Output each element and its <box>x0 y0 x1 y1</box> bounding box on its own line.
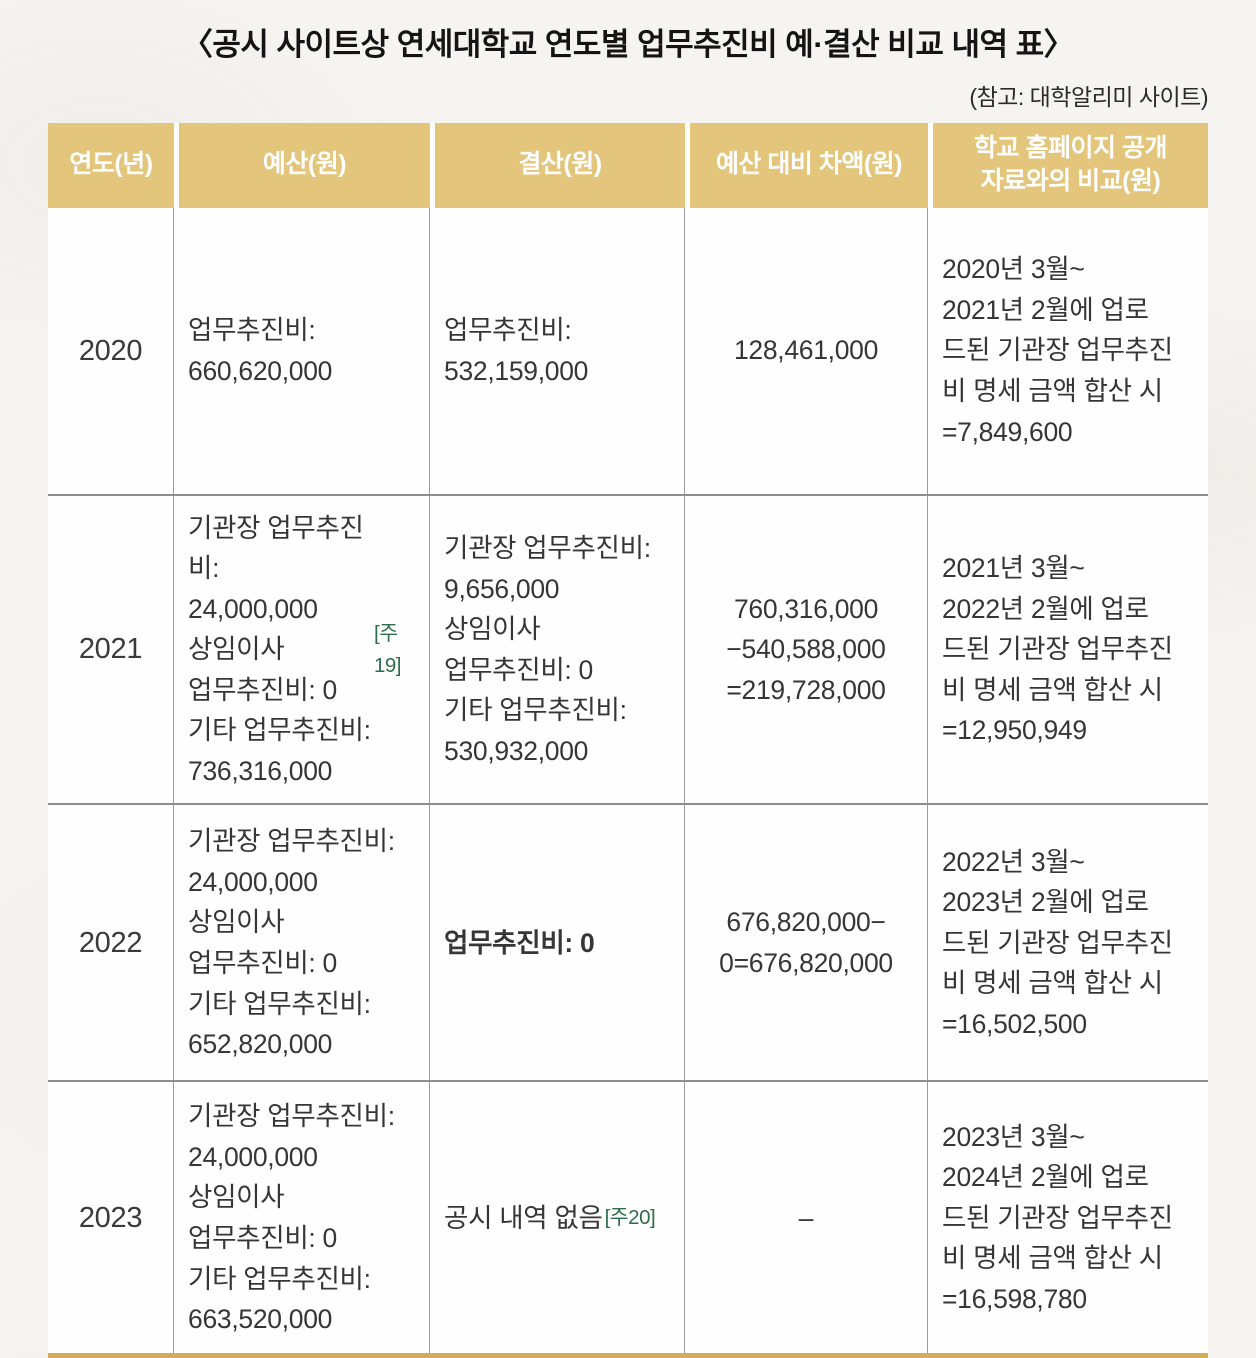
year-cell: 2020 <box>48 207 174 494</box>
comparison-cell: 2020년 3월~ 2021년 2월에 업로 드된 기관장 업무추진 비 명세 … <box>942 254 1173 447</box>
comparison-cell: 2022년 3월~ 2023년 2월에 업로 드된 기관장 업무추진 비 명세 … <box>942 846 1173 1039</box>
diff-cell: – <box>685 1082 928 1354</box>
budget-text: 기관장 업무추진비: 24,000,000 상임이사 업무추진비: 0 기타 업… <box>188 826 395 1060</box>
table-header-row: 연도(년) 예산(원) 결산(원) 예산 대비 차액(원) 학교 홈페이지 공개… <box>48 122 1208 208</box>
source-note: (참고: 대학알리미 사이트) <box>969 83 1208 110</box>
comparison-cell: 2021년 3월~ 2022년 2월에 업로 드된 기관장 업무추진 비 명세 … <box>942 553 1173 746</box>
settlement-cell: 공시 내역 없음 [주20] <box>430 1082 685 1354</box>
header-cell-diff: 예산 대비 차액(원) <box>685 122 928 208</box>
comparison-cell: 2023년 3월~ 2024년 2월에 업로 드된 기관장 업무추진 비 명세 … <box>942 1121 1173 1314</box>
settlement-cell: 업무추진비: 532,159,000 <box>430 207 685 494</box>
settlement-text: 업무추진비: 532,159,000 <box>444 315 589 386</box>
year-cell: 2023 <box>48 1082 174 1354</box>
table-row-2023: 2023 기관장 업무추진비: 24,000,000 상임이사 업무추진비: 0… <box>48 1082 1208 1358</box>
table-row-2020: 2020 업무추진비: 660,620,000 업무추진비: 532,159,0… <box>48 207 1208 496</box>
diff-cell: 760,316,000 −540,588,000 =219,728,000 <box>685 495 928 804</box>
settlement-cell: 기관장 업무추진비: 9,656,000 상임이사 업무추진비: 0 기타 업무… <box>430 495 685 804</box>
comparison-table: 연도(년) 예산(원) 결산(원) 예산 대비 차액(원) 학교 홈페이지 공개… <box>48 122 1208 1358</box>
table-row-2021: 2021 기관장 업무추진비: 24,000,000 상임이사 업무추진비: 0… <box>48 495 1208 806</box>
budget-text: 업무추진비: 660,620,000 <box>188 315 333 386</box>
budget-text: 기관장 업무추진비: 24,000,000 상임이사 업무추진비: 0 기타 업… <box>188 512 371 786</box>
header-cell-year: 연도(년) <box>48 122 174 208</box>
budget-cell: 기관장 업무추진비: 24,000,000 상임이사 업무추진비: 0 기타 업… <box>174 1082 430 1354</box>
settlement-text: 공시 내역 없음 <box>444 1202 603 1233</box>
page-title: 〈공시 사이트상 연세대학교 연도별 업무추진비 예·결산 비교 내역 표〉 <box>181 27 1075 62</box>
diff-cell: 128,461,000 <box>685 207 928 494</box>
footnote-ref-19: [주19] <box>374 622 402 677</box>
budget-cell: 기관장 업무추진비: 24,000,000 상임이사 업무추진비: 0 기타 업… <box>174 805 430 1081</box>
page: 〈공시 사이트상 연세대학교 연도별 업무추진비 예·결산 비교 내역 표〉 (… <box>48 0 1209 1358</box>
header-cell-settlement: 결산(원) <box>430 122 685 208</box>
budget-cell: 업무추진비: 660,620,000 <box>174 207 430 494</box>
year-cell: 2022 <box>48 805 174 1081</box>
diff-cell: 676,820,000− 0=676,820,000 <box>685 805 928 1081</box>
settlement-cell: 업무추진비: 0 <box>430 805 685 1081</box>
year-cell: 2021 <box>48 495 174 804</box>
settlement-text: 기관장 업무추진비: 9,656,000 상임이사 업무추진비: 0 기타 업무… <box>444 533 651 766</box>
header-cell-budget: 예산(원) <box>174 122 430 208</box>
budget-text: 기관장 업무추진비: 24,000,000 상임이사 업무추진비: 0 기타 업… <box>188 1101 395 1335</box>
budget-cell: 기관장 업무추진비: 24,000,000 상임이사 업무추진비: 0 기타 업… <box>174 495 430 804</box>
header-cell-homepage-comparison: 학교 홈페이지 공개 자료와의 비교(원) <box>928 122 1208 208</box>
settlement-text: 업무추진비: 0 <box>444 927 595 958</box>
footnote-ref-20: [주20] <box>604 1206 656 1230</box>
table-row-2022: 2022 기관장 업무추진비: 24,000,000 상임이사 업무추진비: 0… <box>48 805 1208 1083</box>
